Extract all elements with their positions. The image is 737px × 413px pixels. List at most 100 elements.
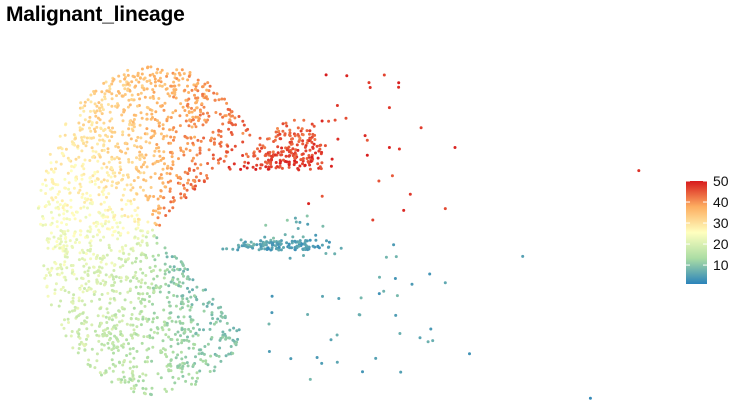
data-point bbox=[136, 74, 140, 78]
data-point bbox=[183, 362, 186, 366]
data-point bbox=[363, 134, 367, 138]
data-point bbox=[92, 293, 96, 296]
data-point bbox=[214, 320, 218, 324]
data-point bbox=[160, 68, 164, 72]
data-point bbox=[313, 138, 317, 141]
data-point bbox=[295, 160, 298, 164]
data-point bbox=[110, 157, 114, 161]
data-point bbox=[179, 102, 183, 106]
data-point bbox=[79, 233, 82, 237]
data-point bbox=[212, 322, 216, 326]
data-point bbox=[77, 328, 81, 332]
data-point bbox=[185, 136, 189, 140]
data-point bbox=[210, 311, 214, 315]
data-point bbox=[149, 175, 153, 179]
data-point bbox=[148, 79, 152, 83]
data-point bbox=[217, 306, 220, 310]
data-point bbox=[89, 227, 93, 231]
data-point bbox=[308, 377, 312, 381]
data-point bbox=[84, 320, 88, 324]
data-point bbox=[196, 333, 200, 337]
data-point bbox=[189, 330, 193, 333]
data-point bbox=[105, 334, 109, 338]
data-point bbox=[63, 177, 67, 181]
data-point bbox=[84, 144, 88, 148]
data-point bbox=[151, 286, 155, 290]
data-point bbox=[137, 379, 140, 383]
data-point bbox=[291, 147, 295, 151]
data-point bbox=[97, 193, 101, 197]
data-point bbox=[305, 129, 309, 133]
data-point bbox=[186, 78, 190, 82]
data-point bbox=[279, 248, 283, 252]
data-point bbox=[167, 316, 171, 320]
data-point bbox=[177, 284, 181, 288]
data-point bbox=[225, 150, 229, 154]
data-point bbox=[193, 93, 196, 97]
data-point bbox=[201, 302, 205, 306]
data-point bbox=[152, 269, 155, 272]
data-point bbox=[47, 200, 51, 204]
data-point bbox=[194, 380, 198, 383]
data-point bbox=[158, 176, 161, 180]
data-point bbox=[173, 72, 177, 76]
data-point bbox=[65, 244, 69, 248]
data-point bbox=[140, 239, 144, 243]
data-point bbox=[102, 129, 106, 133]
data-point bbox=[162, 150, 166, 154]
data-point bbox=[41, 217, 45, 220]
data-point bbox=[242, 123, 246, 127]
data-point bbox=[151, 72, 155, 76]
data-point bbox=[88, 180, 92, 184]
data-point bbox=[139, 229, 143, 233]
data-point bbox=[152, 311, 156, 315]
data-point bbox=[112, 218, 116, 222]
data-point bbox=[255, 163, 259, 167]
data-point bbox=[171, 196, 175, 200]
data-point bbox=[272, 236, 275, 240]
data-point bbox=[122, 307, 126, 311]
data-point bbox=[175, 77, 179, 81]
data-point bbox=[177, 157, 180, 161]
data-point bbox=[129, 247, 133, 251]
data-point bbox=[92, 221, 96, 225]
data-point bbox=[252, 154, 256, 158]
data-point bbox=[152, 290, 156, 294]
data-point bbox=[97, 101, 101, 105]
data-point bbox=[113, 130, 117, 134]
data-point bbox=[90, 121, 94, 125]
data-point bbox=[196, 78, 200, 82]
data-point bbox=[181, 272, 184, 276]
data-point bbox=[123, 108, 126, 112]
data-point bbox=[202, 105, 206, 109]
data-point bbox=[196, 166, 200, 170]
data-point bbox=[145, 127, 149, 131]
data-point bbox=[136, 317, 140, 321]
data-point bbox=[105, 321, 109, 324]
data-point bbox=[177, 377, 181, 381]
data-point bbox=[108, 87, 112, 91]
data-point bbox=[104, 219, 108, 223]
data-point bbox=[174, 356, 178, 360]
data-point bbox=[153, 161, 157, 165]
data-point bbox=[208, 84, 212, 88]
data-point bbox=[109, 175, 113, 179]
data-point bbox=[122, 375, 126, 379]
data-point bbox=[223, 314, 227, 318]
data-point bbox=[180, 370, 184, 374]
data-point bbox=[159, 71, 163, 74]
data-point bbox=[213, 137, 216, 141]
data-point bbox=[131, 74, 135, 78]
data-point bbox=[81, 311, 85, 315]
data-point bbox=[219, 135, 223, 138]
data-point bbox=[258, 143, 262, 147]
data-point bbox=[196, 138, 200, 142]
data-point bbox=[152, 154, 156, 158]
data-point bbox=[158, 286, 162, 290]
data-point bbox=[117, 74, 121, 78]
data-point bbox=[175, 338, 179, 342]
data-point bbox=[184, 355, 188, 359]
data-point bbox=[146, 66, 149, 70]
data-point bbox=[185, 361, 189, 365]
